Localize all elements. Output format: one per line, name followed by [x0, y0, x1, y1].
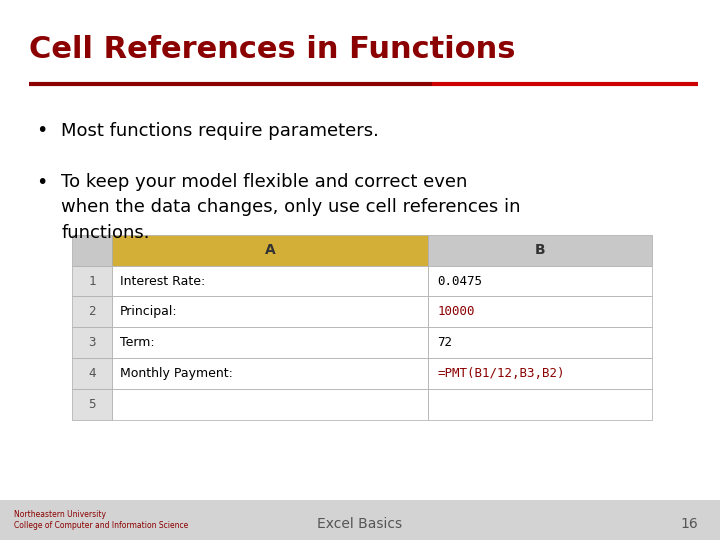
Text: 72: 72	[437, 336, 452, 349]
FancyBboxPatch shape	[72, 327, 112, 358]
Text: B: B	[535, 244, 545, 257]
Text: Excel Basics: Excel Basics	[318, 517, 402, 531]
FancyBboxPatch shape	[428, 235, 652, 266]
Text: College of Computer and Information Science: College of Computer and Information Scie…	[14, 521, 189, 530]
Text: To keep your model flexible and correct even
when the data changes, only use cel: To keep your model flexible and correct …	[61, 173, 521, 242]
Text: 5: 5	[88, 397, 96, 411]
Text: Interest Rate:: Interest Rate:	[120, 274, 205, 288]
FancyBboxPatch shape	[428, 296, 652, 327]
Text: 2: 2	[88, 305, 96, 319]
FancyBboxPatch shape	[0, 500, 720, 540]
FancyBboxPatch shape	[72, 235, 112, 266]
Text: 0.0475: 0.0475	[437, 274, 482, 288]
FancyBboxPatch shape	[112, 358, 428, 389]
Text: 16: 16	[680, 517, 698, 531]
FancyBboxPatch shape	[428, 266, 652, 296]
Text: •: •	[36, 173, 48, 192]
Text: Principal:: Principal:	[120, 305, 178, 319]
FancyBboxPatch shape	[112, 389, 428, 420]
Text: Cell References in Functions: Cell References in Functions	[29, 35, 516, 64]
FancyBboxPatch shape	[72, 296, 112, 327]
Text: Most functions require parameters.: Most functions require parameters.	[61, 122, 379, 139]
FancyBboxPatch shape	[72, 266, 112, 296]
FancyBboxPatch shape	[428, 358, 652, 389]
Text: 3: 3	[88, 336, 96, 349]
Text: Northeastern University: Northeastern University	[14, 510, 107, 519]
FancyBboxPatch shape	[112, 296, 428, 327]
Text: =PMT(B1/12,B3,B2): =PMT(B1/12,B3,B2)	[437, 367, 564, 380]
FancyBboxPatch shape	[112, 327, 428, 358]
Text: A: A	[265, 244, 275, 257]
Text: 4: 4	[88, 367, 96, 380]
FancyBboxPatch shape	[112, 266, 428, 296]
Text: Term:: Term:	[120, 336, 155, 349]
Text: 10000: 10000	[437, 305, 474, 319]
Text: •: •	[36, 122, 48, 140]
FancyBboxPatch shape	[72, 389, 112, 420]
Text: Monthly Payment:: Monthly Payment:	[120, 367, 233, 380]
FancyBboxPatch shape	[428, 327, 652, 358]
FancyBboxPatch shape	[428, 389, 652, 420]
FancyBboxPatch shape	[112, 235, 428, 266]
FancyBboxPatch shape	[72, 358, 112, 389]
Text: 1: 1	[88, 274, 96, 288]
